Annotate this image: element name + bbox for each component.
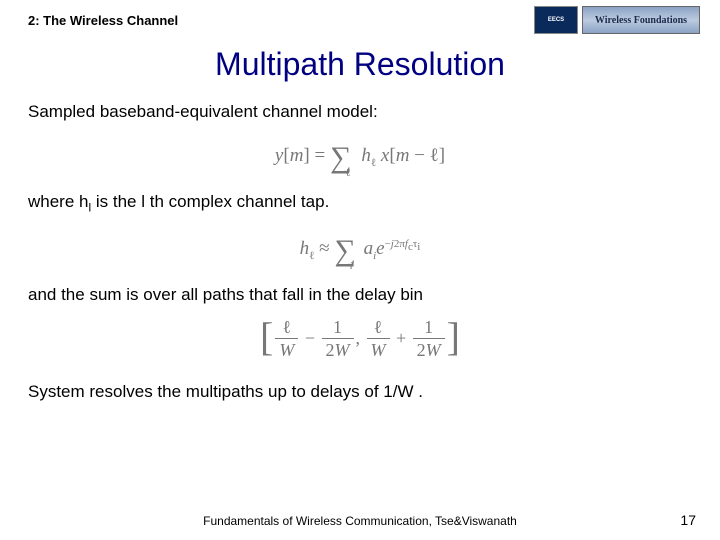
slide-body: Sampled baseband-equivalent channel mode… bbox=[0, 101, 720, 403]
logo-cluster: EECS Wireless Foundations bbox=[534, 6, 700, 34]
chapter-label: 2: The Wireless Channel bbox=[28, 13, 178, 28]
eecs-logo: EECS bbox=[534, 6, 578, 34]
footer-text: Fundamentals of Wireless Communication, … bbox=[203, 514, 517, 528]
equation-3: [ ℓW − 12W , ℓW + 12W ] bbox=[28, 318, 692, 359]
equation-1: y[m] = ∑ℓ hℓ x[m − ℓ] bbox=[28, 135, 692, 169]
slide-footer: Fundamentals of Wireless Communication, … bbox=[0, 514, 720, 528]
body-line-1: Sampled baseband-equivalent channel mode… bbox=[28, 101, 692, 123]
equation-2: hℓ ≈ ∑i aie−j2πfcτi bbox=[28, 228, 692, 262]
body-line-3: and the sum is over all paths that fall … bbox=[28, 284, 692, 306]
slide-title: Multipath Resolution bbox=[0, 46, 720, 83]
body-line-2: where hl is the l th complex channel tap… bbox=[28, 191, 692, 216]
page-number: 17 bbox=[680, 512, 696, 528]
slide-header: 2: The Wireless Channel EECS Wireless Fo… bbox=[0, 0, 720, 40]
wireless-foundations-logo: Wireless Foundations bbox=[582, 6, 700, 34]
body-line-4: System resolves the multipaths up to del… bbox=[28, 381, 692, 403]
